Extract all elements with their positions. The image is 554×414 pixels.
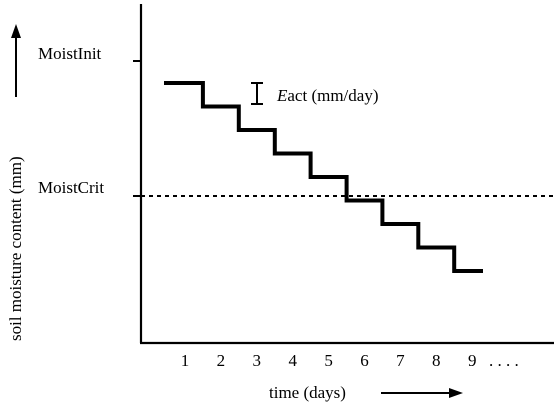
x-continuation-dots: . . . . (489, 351, 519, 370)
eact-symbol: E (276, 86, 288, 105)
x-tick-label: 6 (360, 351, 369, 370)
eact-legend: Eact (mm/day) (251, 82, 379, 105)
x-axis-label: time (days) (269, 383, 346, 402)
x-tick-label: 5 (324, 351, 333, 370)
x-tick-label: 4 (288, 351, 297, 370)
y-axis-label: soil moisture content (mm) (6, 156, 25, 341)
x-axis-arrow-icon (381, 388, 463, 398)
x-tick-label: 1 (181, 351, 190, 370)
eact-legend-label: Eact (mm/day) (276, 86, 379, 105)
x-tick-label: 2 (217, 351, 226, 370)
x-tick-label: 9 (468, 351, 477, 370)
x-tick-labels: 1 2 3 4 5 6 7 8 9 (181, 351, 477, 370)
x-tick-label: 3 (253, 351, 262, 370)
moist-crit-label: MoistCrit (38, 178, 104, 197)
x-tick-label: 7 (396, 351, 405, 370)
moisture-staircase-line (164, 81, 483, 273)
x-tick-label: 8 (432, 351, 441, 370)
y-axis-arrow-icon (11, 24, 21, 97)
moist-init-label: MoistInit (38, 44, 102, 63)
eact-label-rest: act (mm/day) (287, 86, 378, 105)
